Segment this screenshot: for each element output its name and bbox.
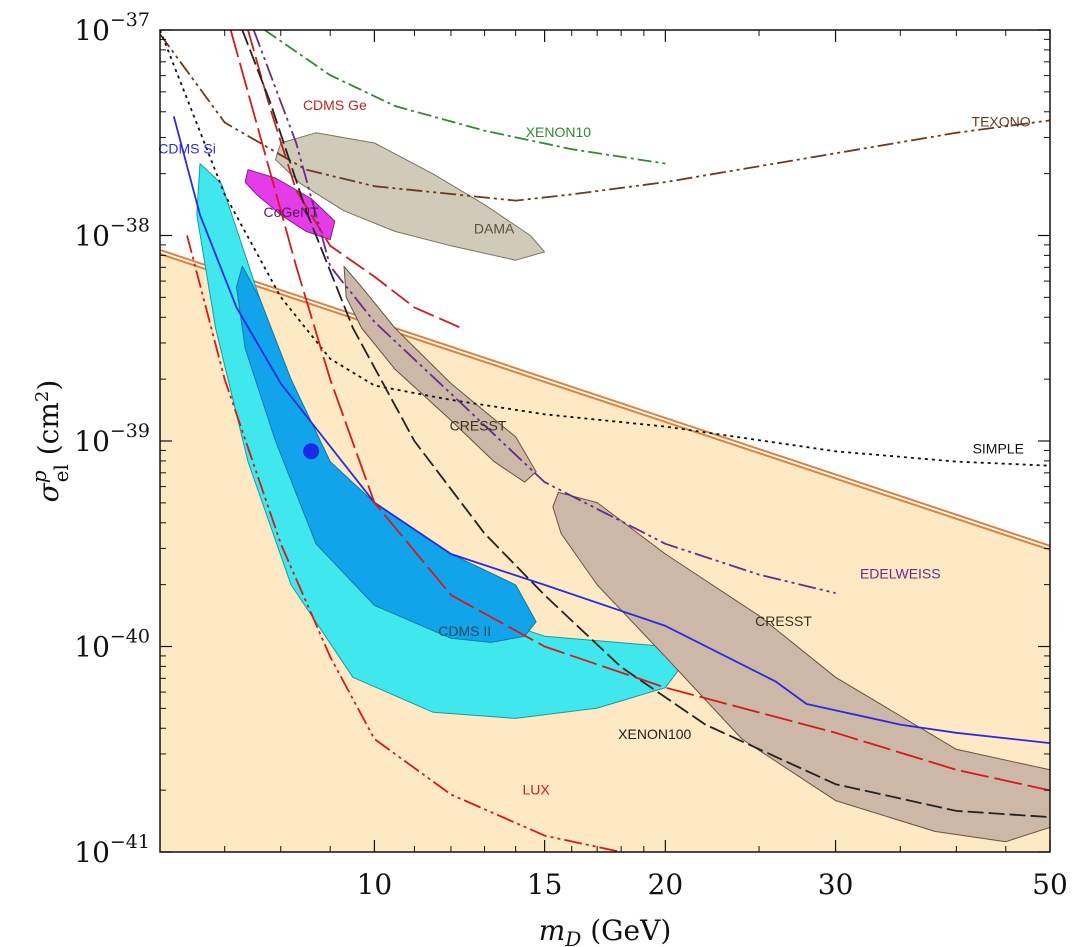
region-label-cdms-ii-1: CDMS II (438, 623, 491, 639)
series-label-xenon10-1: XENON10 (526, 124, 592, 140)
series-line-cdms-ge-2 (247, 30, 462, 329)
series-line-unnamed-8 (229, 30, 1050, 792)
x-tick-label: 30 (818, 868, 854, 901)
y-tick-label: 10−40 (74, 626, 150, 664)
series-label-xenon100-6: XENON100 (618, 726, 691, 742)
series-label-texono-0: TEXONO (972, 114, 1031, 130)
series-line-xenon100-6 (241, 30, 1050, 818)
excluded-region-edge (160, 248, 1050, 547)
excluded-region-edge (160, 251, 1050, 549)
series-label-cdms-si-3: CDMS Si (158, 140, 216, 156)
region-cresst-5 (552, 491, 1050, 843)
y-axis-label: σpel (cm2) (27, 380, 73, 503)
excluded-region-edge (160, 252, 1050, 551)
series-line-lux-7 (186, 235, 622, 852)
region-cogent-3 (244, 169, 336, 241)
x-tick-label: 10 (357, 868, 393, 901)
series-label-cdms-ge-2: CDMS Ge (303, 97, 367, 113)
series-label-simple-4: SIMPLE (973, 440, 1024, 456)
ticks-layer: 10 15 20 30 50 10−37 10−38 10−39 10−40 10−41 (74, 9, 1068, 901)
series-line-simple-4 (160, 30, 1050, 467)
x-axis-label: mD (GeV) (539, 914, 672, 947)
region-label-cresst-4: CRESST (450, 418, 507, 434)
y-tick-label: 10−39 (74, 420, 150, 458)
x-tick-label: 15 (527, 868, 563, 901)
x-tick-label: 50 (1032, 868, 1068, 901)
series-line-texono-0 (160, 33, 1050, 202)
region-label-dama-2: DAMA (474, 220, 515, 236)
region-label-cogent-3: CoGeNT (264, 204, 320, 220)
series-labels: CDMS II DAMA CoGeNT CRESST CRESST TEXONO XENON… (158, 97, 1030, 797)
series-line-cdms-si-3 (172, 116, 1050, 744)
y-tick-label: 10−37 (74, 9, 150, 47)
series-label-edelweiss-5: EDELWEISS (860, 566, 941, 582)
region-label-cresst-5: CRESST (755, 613, 812, 629)
plot-area (160, 30, 1050, 852)
y-tick-label: 10−38 (74, 215, 150, 253)
y-tick-label: 10−41 (74, 831, 150, 869)
series-layer (160, 30, 1050, 852)
series-label-lux-7: LUX (523, 781, 551, 797)
points-layer (303, 443, 320, 460)
x-tick-label: 20 (648, 868, 684, 901)
data-point-best-fit-0 (303, 443, 320, 460)
